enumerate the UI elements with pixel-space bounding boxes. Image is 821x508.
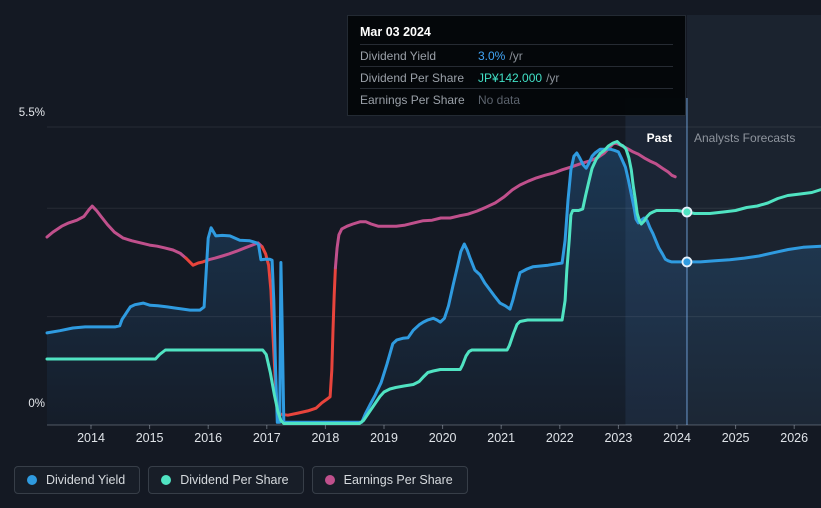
dividend-yield-marker (681, 256, 693, 268)
dividend-per-share-line (45, 140, 821, 425)
x-axis-label: 2016 (194, 431, 223, 445)
x-axis-label: 2025 (721, 431, 750, 445)
tooltip-row-dividend-yield: Dividend Yield 3.0% /yr (360, 44, 673, 66)
x-axis-label: 2014 (77, 431, 105, 445)
teal-dot-icon (161, 475, 172, 485)
x-axis-label: 2019 (370, 431, 398, 445)
dividend-per-share-marker (681, 206, 693, 218)
x-axis-label: 2026 (780, 431, 809, 445)
y-axis-zero-label: 0% (28, 398, 45, 410)
chart-tooltip: Mar 03 2024 Dividend Yield 3.0% /yr Divi… (347, 15, 686, 116)
x-axis-label: 2024 (663, 431, 691, 445)
x-axis-label: 2018 (311, 431, 340, 445)
dividend-yield-value: 3.0% (478, 48, 506, 63)
earnings-per-share-line-loss (184, 256, 211, 267)
tooltip-row-earnings-per-share: Earnings Per Share No data (360, 88, 673, 110)
dividend-per-share-value: JP¥142.000 (478, 70, 543, 85)
dividend-yield-area (47, 149, 821, 425)
legend-item-dividend-per-share[interactable]: Dividend Per Share (148, 466, 304, 494)
earnings-per-share-line (333, 141, 677, 270)
earnings-per-share-line (45, 204, 188, 260)
chart-canvas[interactable] (0, 0, 821, 455)
x-axis-label: 2021 (487, 431, 516, 445)
x-axis-label: 2017 (252, 431, 281, 445)
past-region-label: Past (646, 131, 672, 145)
legend-item-earnings-per-share[interactable]: Earnings Per Share (311, 466, 468, 494)
x-axis-label: 2015 (135, 431, 164, 445)
earnings-per-share-value: No data (478, 92, 521, 107)
dividend-yield-line (45, 147, 821, 424)
pink-dot-icon (324, 475, 335, 485)
forecast-region-label: Analysts Forecasts (694, 131, 796, 145)
y-axis-top-label: 5.5% (18, 107, 45, 119)
tooltip-row-dividend-per-share: Dividend Per Share JP¥142.000 /yr (360, 66, 673, 88)
chart-legend: Dividend Yield Dividend Per Share Earnin… (14, 466, 468, 494)
x-axis-label: 2022 (545, 431, 574, 445)
legend-item-dividend-yield[interactable]: Dividend Yield (14, 466, 141, 494)
tooltip-date: Mar 03 2024 (360, 25, 431, 39)
blue-dot-icon (27, 475, 37, 485)
earnings-per-share-line-loss (260, 245, 337, 417)
x-axis-label: 2020 (428, 431, 457, 445)
x-axis-label: 2023 (604, 431, 633, 445)
